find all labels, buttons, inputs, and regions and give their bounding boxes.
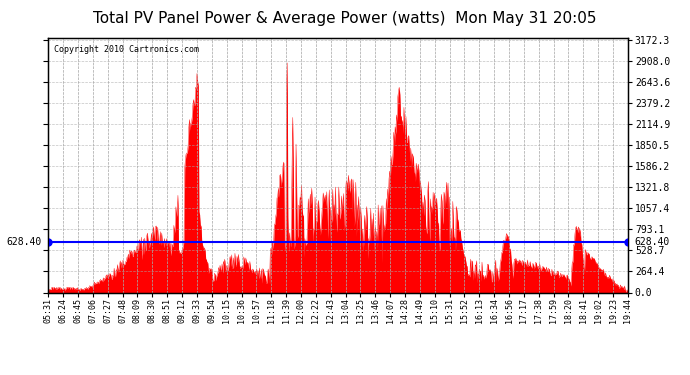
Text: Copyright 2010 Cartronics.com: Copyright 2010 Cartronics.com bbox=[54, 45, 199, 54]
Text: Total PV Panel Power & Average Power (watts)  Mon May 31 20:05: Total PV Panel Power & Average Power (wa… bbox=[93, 11, 597, 26]
Text: 628.40: 628.40 bbox=[635, 237, 670, 248]
Text: 628.40: 628.40 bbox=[6, 237, 41, 248]
